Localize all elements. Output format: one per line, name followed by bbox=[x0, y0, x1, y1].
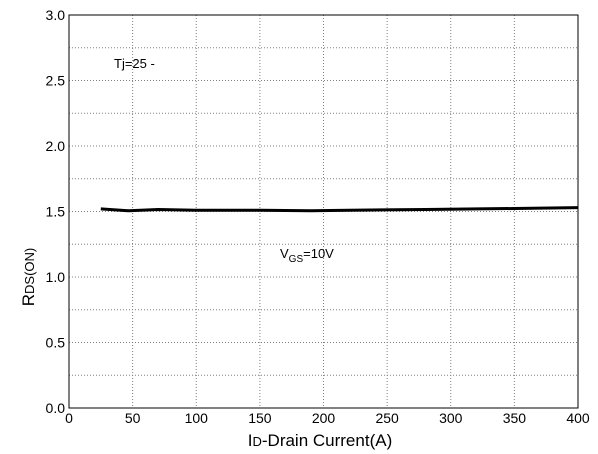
x-tick-label: 250 bbox=[375, 410, 399, 426]
y-tick-label: 0.5 bbox=[46, 335, 66, 351]
vgs-annotation-sub: GS bbox=[289, 254, 304, 265]
x-axis-label-rest: -Drain Current(A) bbox=[262, 431, 392, 450]
x-tick-label: 50 bbox=[125, 410, 141, 426]
y-axis-label-main: R bbox=[19, 294, 38, 306]
rdson-series-line bbox=[100, 206, 579, 213]
y-axis-label-sub: DS(ON) bbox=[22, 248, 37, 294]
y-tick-label: 2.0 bbox=[46, 138, 66, 154]
x-tick-label: 150 bbox=[248, 410, 272, 426]
y-tick-label: 2.5 bbox=[46, 73, 66, 89]
vgs-annotation-rest: =10V bbox=[303, 246, 334, 261]
x-tick-label: 350 bbox=[503, 410, 527, 426]
x-tick-label: 400 bbox=[566, 410, 590, 426]
y-axis-label: RDS(ON) bbox=[19, 248, 38, 307]
x-tick-label: 300 bbox=[439, 410, 463, 426]
x-tick-label: 100 bbox=[185, 410, 209, 426]
x-axis-label-sub: D bbox=[252, 434, 261, 449]
x-tick-label: 0 bbox=[65, 410, 73, 426]
vgs-annotation-main: V bbox=[280, 246, 289, 261]
x-tick-label: 200 bbox=[312, 410, 336, 426]
y-tick-labels: 0.0 0.5 1.0 1.5 2.0 2.5 3.0 bbox=[46, 7, 66, 416]
plot-frame bbox=[68, 14, 579, 409]
x-axis-label: ID-Drain Current(A) bbox=[248, 431, 392, 450]
tj-annotation: Tj=25 - bbox=[114, 56, 155, 71]
y-tick-label: 1.5 bbox=[46, 204, 66, 220]
vgs-annotation: VGS=10V bbox=[280, 246, 334, 265]
x-axis-label-prefix: I bbox=[248, 431, 253, 450]
y-tick-label: 1.0 bbox=[46, 269, 66, 285]
grid-lines bbox=[69, 15, 578, 408]
x-tick-labels: 0 50 100 150 200 250 300 350 400 bbox=[65, 410, 590, 426]
y-tick-label: 0.0 bbox=[46, 400, 66, 416]
y-tick-label: 3.0 bbox=[46, 7, 66, 23]
